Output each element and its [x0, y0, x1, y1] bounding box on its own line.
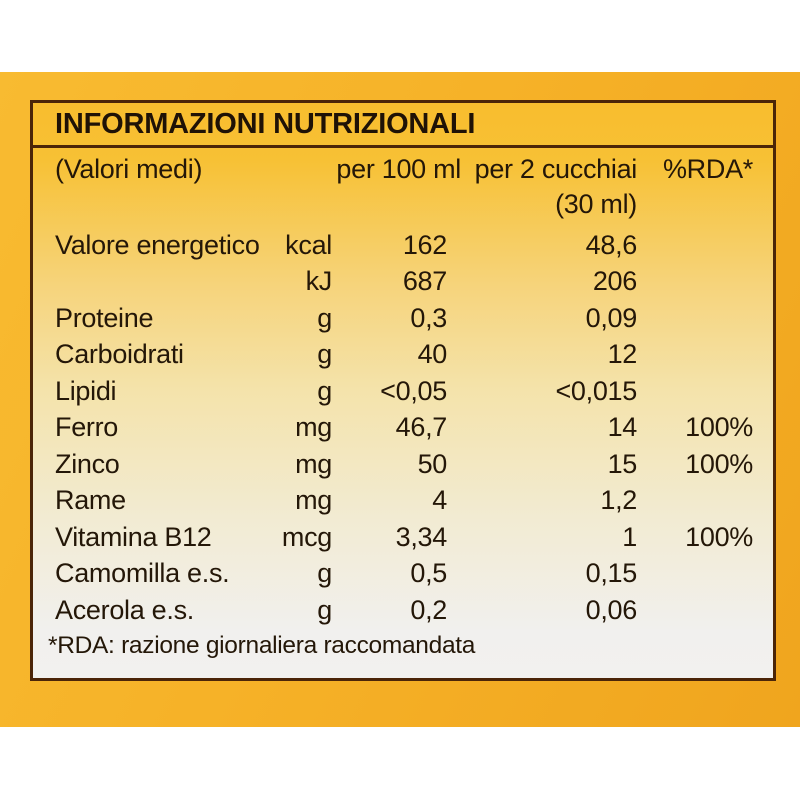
product-package-photo: INFORMAZIONI NUTRIZIONALI (Valori medi) … [0, 72, 800, 727]
header-per-100-ml: per 100 ml [336, 154, 461, 184]
header-valori-medi: (Valori medi) [55, 154, 203, 184]
nutrient-unit: g [317, 302, 332, 333]
nutrient-name: Zinco [55, 448, 120, 479]
nutrient-name: Acerola e.s. [55, 594, 194, 625]
table-header-row-2: (30 ml) [55, 187, 753, 222]
nutrient-unit: g [317, 558, 332, 589]
nutrient-name: Lipidi [55, 375, 117, 406]
rda-footnote: *RDA: razione giornaliera raccomandata [48, 631, 476, 659]
nutrient-unit: g [317, 594, 332, 625]
table-row: Valore energetico kcal 162 48,6 [55, 227, 753, 264]
table-row: Vitamina B12 mcg 3,34 1 100% [55, 519, 753, 556]
value-per-30ml: 0,06 [585, 594, 638, 625]
table-row: kJ 687 206 [55, 264, 753, 301]
table-rows: Valore energetico kcal 162 48,6 kJ 687 2… [55, 227, 753, 629]
value-per-100ml: 0,2 [410, 594, 447, 625]
table-row: Camomilla e.s. g 0,5 0,15 [55, 556, 753, 593]
value-per-30ml: 48,6 [585, 229, 638, 260]
value-per-100ml: 3,34 [395, 521, 448, 552]
header-per-30-ml: (30 ml) [555, 189, 637, 219]
value-per-100ml: 46,7 [395, 412, 448, 443]
nutrient-name: Camomilla e.s. [55, 558, 230, 589]
value-per-30ml: 15 [607, 448, 638, 479]
value-per-100ml: 0,5 [410, 558, 447, 589]
nutrient-unit: g [317, 339, 332, 370]
value-per-100ml: 50 [417, 448, 448, 479]
value-rda: 100% [685, 521, 753, 552]
table-row: Acerola e.s. g 0,2 0,06 [55, 592, 753, 629]
nutrient-name: Valore energetico [55, 229, 260, 260]
value-per-100ml: 162 [402, 229, 447, 260]
value-per-30ml: 206 [592, 266, 637, 297]
table-row: Zinco mg 50 15 100% [55, 446, 753, 483]
photo-letterbox-bottom [0, 727, 800, 800]
value-per-30ml: 0,15 [585, 558, 638, 589]
nutrient-unit: g [317, 375, 332, 406]
value-per-100ml: 687 [402, 266, 447, 297]
nutrient-name: Ferro [55, 412, 119, 443]
value-per-30ml: 14 [607, 412, 638, 443]
table-row: Rame mg 4 1,2 [55, 483, 753, 520]
value-per-100ml: 0,3 [410, 302, 447, 333]
value-rda: 100% [685, 412, 753, 443]
header-rda: %RDA* [662, 154, 753, 184]
header-per-2-cucchiai: per 2 cucchiai [474, 154, 638, 184]
table-row: Lipidi g <0,05 <0,015 [55, 373, 753, 410]
table-row: Carboidrati g 40 12 [55, 337, 753, 374]
nutrition-table: (Valori medi) per 100 ml per 2 cucchiai … [33, 148, 773, 660]
nutrient-unit: kJ [305, 266, 333, 297]
nutrient-unit: kcal [285, 229, 332, 260]
value-per-100ml: <0,05 [380, 375, 447, 406]
photo-letterbox-top [0, 0, 800, 72]
value-per-30ml: 12 [607, 339, 638, 370]
table-row: Ferro mg 46,7 14 100% [55, 410, 753, 447]
value-per-100ml: 4 [432, 485, 447, 516]
nutrient-name: Proteine [55, 302, 154, 333]
value-per-100ml: 40 [417, 339, 448, 370]
value-per-30ml: 0,09 [585, 302, 638, 333]
nutrient-name: Carboidrati [55, 339, 184, 370]
table-row: Proteine g 0,3 0,09 [55, 300, 753, 337]
nutrient-unit: mcg [281, 521, 332, 552]
nutrient-unit: mg [295, 412, 332, 443]
table-header-row-1: (Valori medi) per 100 ml per 2 cucchiai … [55, 152, 753, 187]
nutrient-unit: mg [295, 448, 332, 479]
panel-title: INFORMAZIONI NUTRIZIONALI [33, 103, 773, 148]
nutrient-name: Rame [55, 485, 126, 516]
value-rda: 100% [685, 448, 753, 479]
nutrient-name: Vitamina B12 [55, 521, 212, 552]
value-per-30ml: 1 [622, 521, 637, 552]
nutrient-unit: mg [295, 485, 332, 516]
nutrition-facts-panel: INFORMAZIONI NUTRIZIONALI (Valori medi) … [30, 100, 776, 681]
value-per-30ml: <0,015 [555, 375, 637, 406]
value-per-30ml: 1,2 [600, 485, 637, 516]
